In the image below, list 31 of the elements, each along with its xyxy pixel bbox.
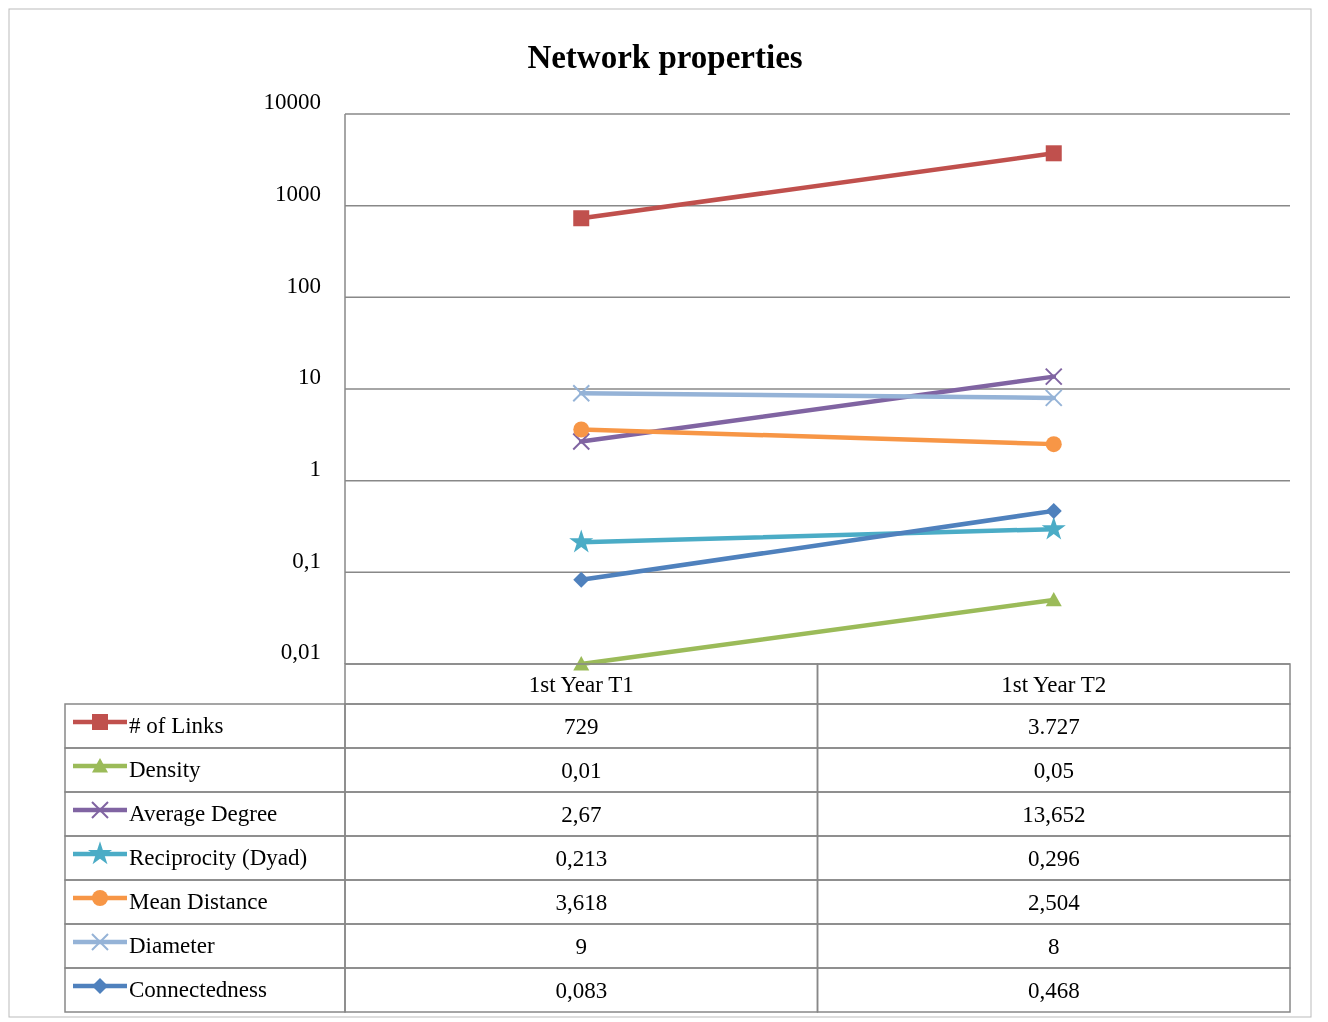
y-tick-label: 10000	[263, 89, 321, 115]
legend-label: Average Degree	[129, 801, 278, 826]
y-tick-label: 0,01	[280, 639, 321, 665]
legend-label: Diameter	[129, 933, 215, 958]
data-label: 3.727	[1027, 714, 1080, 739]
data-label: 729	[564, 714, 599, 739]
data-label: 0,01	[561, 758, 602, 783]
data-label: 13,652	[1022, 802, 1086, 827]
legend-label: # of Links	[129, 713, 224, 738]
data-label: 0,05	[1033, 758, 1074, 783]
x-tick-label: 1st Year T1	[528, 672, 634, 697]
data-label: 0,083	[555, 978, 608, 1003]
legend-label: Density	[129, 757, 202, 782]
legend-label: Connectedness	[129, 977, 268, 1002]
data-label: 8	[1048, 934, 1060, 959]
y-tick-label: 1000	[275, 181, 321, 207]
x-tick-label: 1st Year T2	[1001, 672, 1107, 697]
y-tick-label: 0,1	[292, 547, 321, 573]
legend-label: Reciprocity (Dyad)	[129, 845, 308, 870]
data-label: 0,296	[1027, 846, 1080, 871]
y-tick-label: 100	[286, 272, 321, 298]
data-label: 2,67	[561, 802, 602, 827]
y-tick-label: 1	[309, 456, 321, 482]
data-label: 2,504	[1027, 890, 1081, 915]
legend-label: Mean Distance	[129, 889, 268, 914]
data-label: 3,618	[555, 890, 608, 915]
data-label: 9	[575, 934, 587, 959]
y-tick-label: 10	[298, 364, 321, 390]
data-label: 0,468	[1027, 978, 1080, 1003]
chart-title: Network properties	[527, 39, 803, 75]
data-label: 0,213	[555, 846, 608, 871]
